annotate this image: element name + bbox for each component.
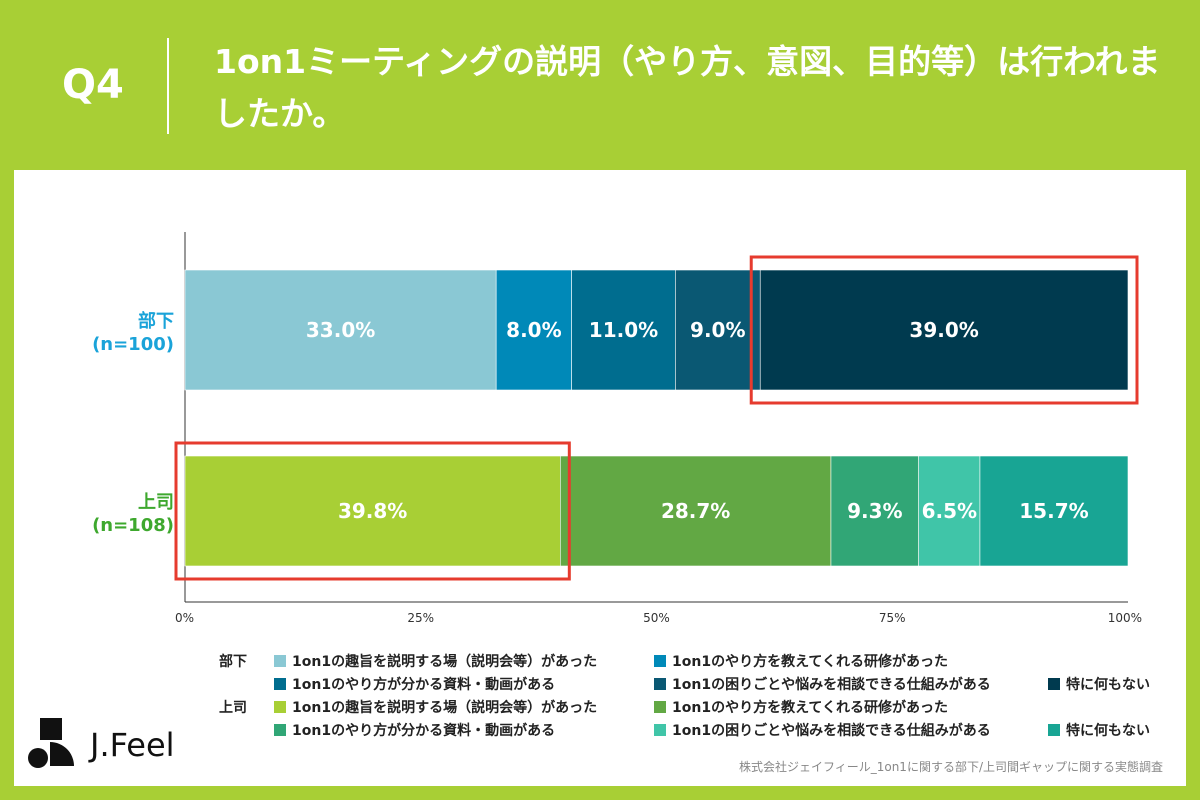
bar-segment [918, 455, 981, 567]
logo-mark-square [40, 718, 62, 740]
row-group-label: 上司 [138, 492, 174, 513]
bar-value-label: 6.5% [922, 499, 977, 523]
row-group-label: 部下 [138, 310, 174, 332]
bar-value-label: 39.8% [338, 499, 407, 523]
logo-mark-shape [50, 742, 74, 766]
x-tick-label: 50% [643, 611, 670, 625]
bar-value-label: 28.7% [661, 499, 730, 523]
source-note: 株式会社ジェイフィール_1on1に関する部下/上司間ギャップに関する実態調査 [738, 760, 1163, 774]
header: Q4 1on1ミーティングの説明（やり方、意図、目的等）は行われましたか。 [0, 0, 1200, 168]
stacked-bar-chart: 0% 25% 50% 75% 100% 33.0% 8.0% 11.0% 9.0% 39.0% 部下… [92, 232, 1142, 625]
logo-text: J.Feel [90, 726, 175, 764]
bar-segment [759, 269, 1129, 391]
bar-value-label: 8.0% [506, 318, 561, 342]
bar-value-label: 9.0% [690, 318, 745, 342]
chart-panel: 0% 25% 50% 75% 100% 33.0% 8.0% 11.0% 9.0% 39.0% 部下… [14, 170, 1186, 786]
bar-segment [495, 269, 572, 391]
bar-value-label: 39.0% [909, 318, 978, 342]
x-tick-label: 75% [879, 611, 906, 625]
bar-segment [571, 269, 676, 391]
bar-segment [184, 269, 497, 391]
bar-value-label: 9.3% [847, 499, 902, 523]
row-n-label: (n=108) [92, 515, 174, 536]
bar-value-label: 15.7% [1019, 499, 1088, 523]
x-tick-label: 0% [175, 611, 194, 625]
x-tick-label: 25% [407, 611, 434, 625]
question-number: Q4 [62, 62, 124, 108]
bar-segment [830, 455, 919, 567]
jfeel-logo: J.Feel [28, 718, 198, 774]
row-n-label: (n=100) [92, 334, 174, 355]
logo-mark-circle [28, 748, 48, 768]
question-title: 1on1ミーティングの説明（やり方、意図、目的等）は行われましたか。 [214, 42, 1161, 133]
bar-segment [675, 269, 761, 391]
x-tick-label: 100% [1108, 611, 1142, 625]
bar-segment [979, 455, 1129, 567]
highlight-box [749, 255, 1139, 405]
bar-segment [184, 455, 561, 567]
bar-segment [560, 455, 832, 567]
bar-value-label: 11.0% [589, 318, 658, 342]
bar-value-label: 33.0% [306, 318, 375, 342]
header-divider [167, 38, 169, 134]
highlight-box [174, 441, 571, 581]
